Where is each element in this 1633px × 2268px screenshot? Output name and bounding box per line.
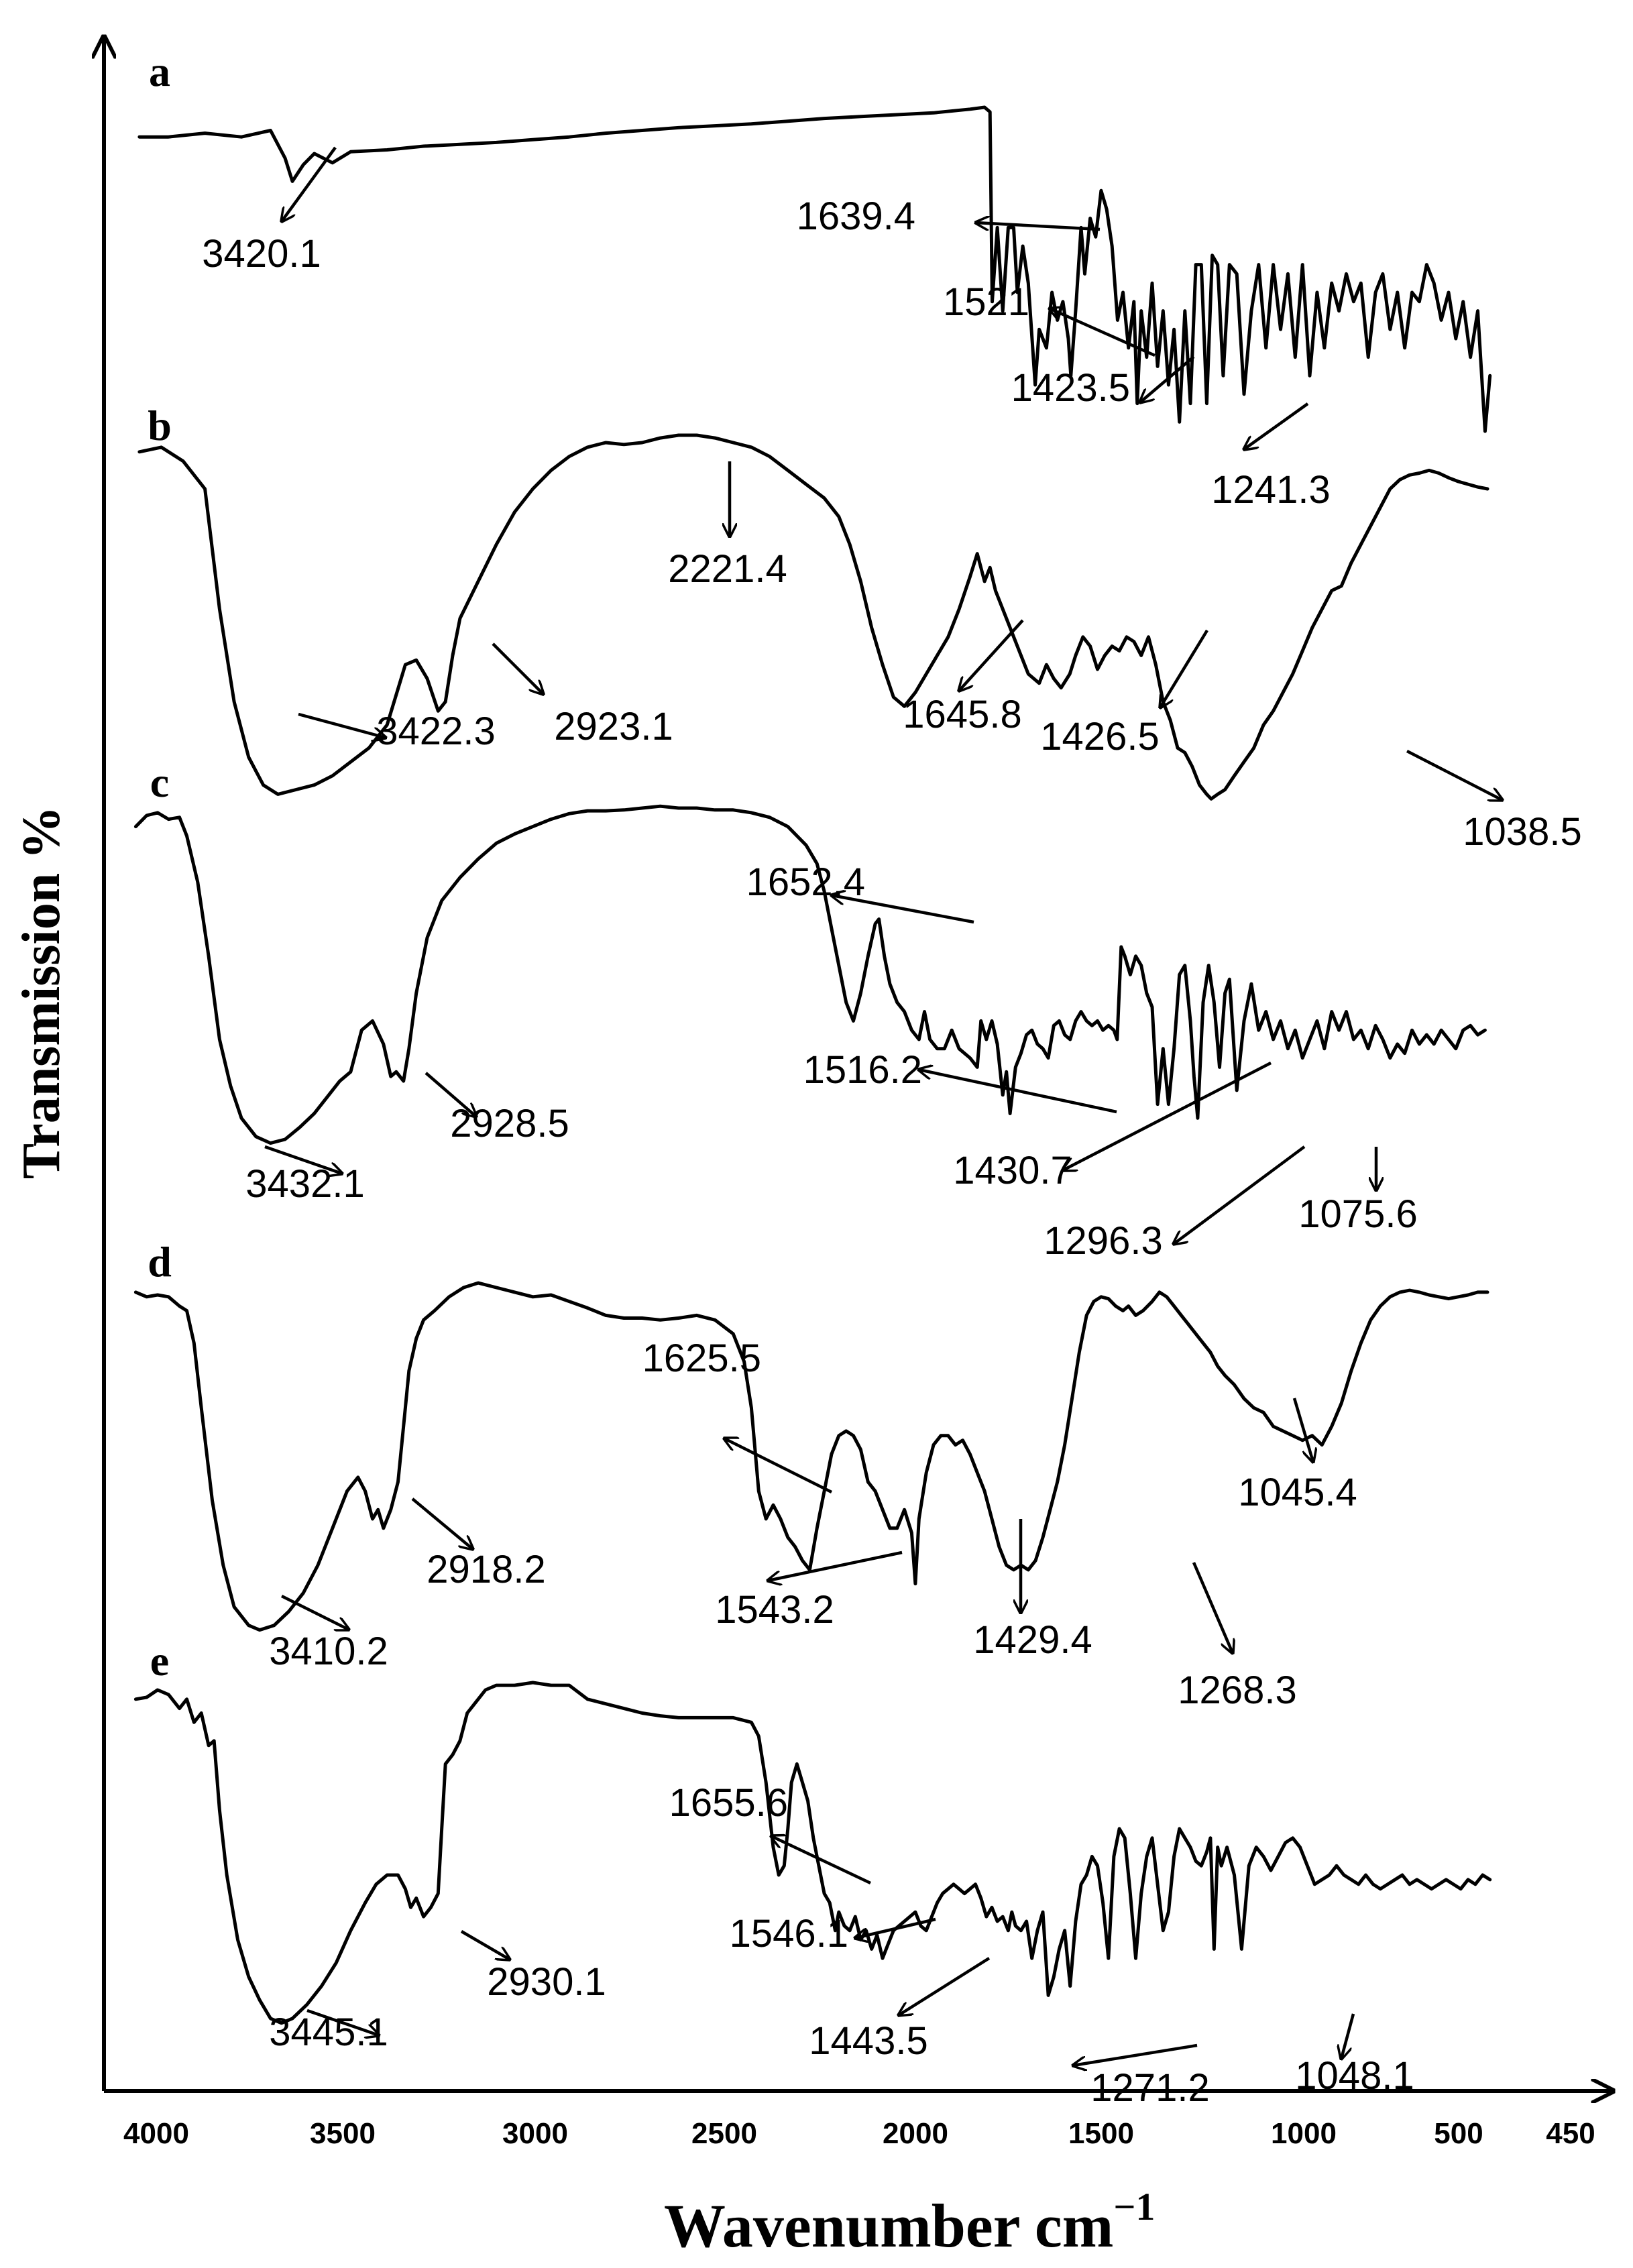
- peak-arrow: [1160, 629, 1208, 707]
- x-tick-label: 1500: [1068, 2117, 1134, 2150]
- peak-label: 1268.3: [1178, 1668, 1296, 1712]
- peak-label: 3420.1: [202, 232, 321, 276]
- panel-label-c: c: [150, 758, 169, 806]
- peak-arrow: [1244, 402, 1309, 449]
- peak-label: 1426.5: [1040, 715, 1159, 758]
- peak-arrow: [771, 1836, 871, 1885]
- panel-label-d: d: [148, 1238, 172, 1286]
- spectrum-e: [133, 1681, 1492, 2025]
- peak-arrow: [1174, 1145, 1306, 1244]
- x-tick-label: 2500: [691, 2117, 757, 2150]
- peak-label: 1652.4: [746, 860, 865, 904]
- panel-label-e: e: [150, 1637, 169, 1685]
- peak-arrow: [1292, 1398, 1313, 1462]
- spectra: [133, 105, 1492, 2025]
- peak-label: 1430.7: [953, 1149, 1072, 1192]
- peak-arrow: [1341, 2013, 1355, 2059]
- peak-arrow: [298, 712, 386, 738]
- spectrum-c: [133, 804, 1487, 1145]
- spectrum-b: [137, 433, 1489, 801]
- peak-arrow: [768, 1550, 903, 1581]
- peak-label: 2918.2: [427, 1548, 545, 1591]
- peak-label: 3432.1: [245, 1162, 364, 1206]
- peak-arrow: [832, 895, 974, 924]
- peak-label: 1645.8: [903, 693, 1021, 736]
- x-ticks: 4000 3500 3000 2500 2000 1500 1000 500 450: [123, 2117, 1595, 2150]
- peak-label: 1521: [943, 280, 1029, 324]
- spectrum-d: [133, 1281, 1489, 1632]
- peak-arrow: [1192, 1562, 1233, 1653]
- peak-label: 3422.3: [376, 710, 495, 753]
- peak-arrow: [724, 1438, 833, 1494]
- x-tick-label: 1000: [1271, 2117, 1337, 2150]
- peak-label: 2221.4: [668, 547, 787, 591]
- peak-label: 1038.5: [1463, 810, 1581, 854]
- peak-label: 1241.3: [1211, 468, 1330, 512]
- x-tick-label: 500: [1434, 2117, 1483, 2150]
- peak-label: 3445.1: [269, 2010, 388, 2054]
- peak-label: 1625.5: [642, 1337, 761, 1380]
- x-tick-label: 2000: [883, 2117, 948, 2150]
- peak-arrow: [306, 2008, 379, 2035]
- peak-arrow: [264, 1145, 342, 1174]
- peak-arrow: [959, 619, 1024, 691]
- peak-label: 3410.2: [269, 1630, 388, 1673]
- x-tick-label: 3000: [502, 2117, 568, 2150]
- peak-label: 1516.2: [803, 1048, 922, 1092]
- peak-label: 2923.1: [554, 705, 673, 748]
- x-tick-label: 3500: [310, 2117, 376, 2150]
- peak-arrow: [1073, 2043, 1198, 2065]
- y-axis-title: Transmission %: [12, 806, 71, 1179]
- peak-arrow: [976, 223, 1101, 231]
- peak-label: 1048.1: [1295, 2054, 1414, 2098]
- peak-label: 1546.1: [730, 1912, 848, 1955]
- peak-label: 2930.1: [487, 1960, 606, 2004]
- x-axis-title: Wavenumber cm−1: [664, 2185, 1155, 2260]
- peak-label: 1271.2: [1090, 2066, 1209, 2110]
- peak-arrow: [280, 1594, 349, 1630]
- peak-label: 1075.6: [1298, 1192, 1417, 1236]
- peak-arrow: [282, 146, 337, 221]
- peak-arrow: [1406, 749, 1502, 800]
- peak-label: 2928.5: [450, 1102, 569, 1145]
- panel-label-a: a: [149, 48, 170, 95]
- peak-label: 1655.6: [669, 1781, 788, 1825]
- peak-arrow: [460, 1930, 510, 1960]
- peak-arrow: [855, 1917, 936, 1938]
- peak-label: 1423.5: [1011, 366, 1130, 410]
- x-tick-label: 450: [1546, 2117, 1595, 2150]
- peak-arrow: [899, 1957, 991, 2015]
- peak-label: 1296.3: [1044, 1219, 1162, 1263]
- peak-label: 1429.4: [973, 1618, 1092, 1662]
- peak-label: 1543.2: [715, 1588, 834, 1632]
- peak-arrow: [1063, 1062, 1272, 1170]
- peak-label: 1639.4: [797, 194, 915, 238]
- peak-arrow: [1050, 308, 1156, 357]
- peak-arrow: [411, 1497, 473, 1549]
- peak-arrow: [919, 1070, 1117, 1114]
- peak-arrow: [1140, 355, 1195, 402]
- spectrum-a: [137, 105, 1492, 433]
- peak-arrow: [425, 1072, 476, 1117]
- peak-label: 1443.5: [809, 2019, 927, 2063]
- panel-label-b: b: [148, 402, 172, 449]
- peak-annotations: 3420.1 1639.4 1521 1423.5 1241.3 2221.4 3422.3…: [202, 146, 1582, 2110]
- peak-label: 1045.4: [1238, 1471, 1357, 1514]
- x-axis-title-sup: −1: [1113, 2185, 1155, 2228]
- panel-labels: a b c d e: [148, 48, 172, 1685]
- x-tick-label: 4000: [123, 2117, 189, 2150]
- peak-arrow: [492, 642, 543, 694]
